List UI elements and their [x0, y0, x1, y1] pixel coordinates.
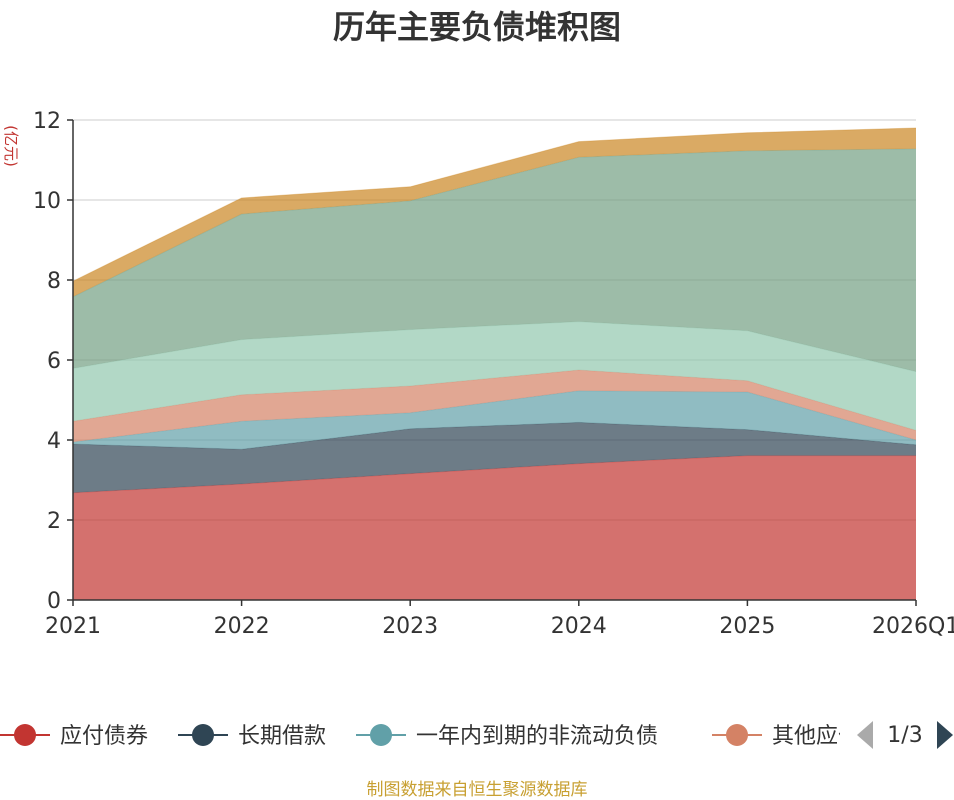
area-series: [72, 127, 917, 600]
y-tick-label: 10: [33, 189, 61, 214]
triangle-right-icon[interactable]: [937, 721, 953, 749]
axes: [67, 119, 917, 606]
x-tick-label: 2021: [45, 614, 101, 639]
legend-marker-icon: [14, 724, 36, 746]
x-tick-label: 2022: [214, 614, 270, 639]
y-tick-label: 6: [47, 349, 61, 374]
y-tick-labels: 0 2 4 6 8 10 12: [33, 109, 61, 614]
legend-item[interactable]: 其他应付款: [712, 724, 882, 749]
legend-label: 一年内到期的非流动负债: [416, 724, 658, 749]
x-tick-label: 2025: [719, 614, 775, 639]
x-tick-label: 2024: [551, 614, 607, 639]
area-应付账款[interactable]: [73, 148, 916, 372]
x-tick-label: 2023: [382, 614, 438, 639]
legend-page-indicator: 1/3: [887, 723, 922, 748]
legend-marker-icon: [192, 724, 214, 746]
area-line-其他: [72, 127, 917, 282]
legend: 应付债券 长期借款 一年内到期的非流动负债 其他应付款: [0, 724, 882, 749]
chart-title: 历年主要负债堆积图: [333, 8, 621, 46]
legend-label: 长期借款: [238, 724, 326, 749]
triangle-left-icon[interactable]: [857, 721, 873, 749]
y-axis-unit: (亿元): [2, 125, 20, 167]
legend-marker-icon: [726, 724, 748, 746]
area-一年内到期的非流动负债[interactable]: [73, 390, 916, 450]
area-其他应付款[interactable]: [73, 370, 916, 442]
y-tick-label: 8: [47, 269, 61, 294]
y-tick-label: 2: [47, 509, 61, 534]
legend-item[interactable]: 一年内到期的非流动负债: [356, 724, 658, 749]
legend-label: 应付债券: [60, 724, 148, 749]
area-短期借款[interactable]: [73, 321, 916, 431]
y-tick-label: 0: [47, 589, 61, 614]
legend-item[interactable]: 长期借款: [178, 724, 326, 749]
x-tick-labels: 2021 2022 2023 2024 2025 2026Q1: [45, 614, 954, 639]
area-其他[interactable]: [73, 128, 916, 297]
y-tick-label: 4: [47, 429, 61, 454]
area-长期借款[interactable]: [73, 422, 916, 493]
legend-label: 其他应付款: [772, 724, 882, 749]
legend-pager: 1/3: [857, 721, 953, 749]
y-tick-label: 12: [33, 109, 61, 134]
legend-item[interactable]: 应付债券: [0, 724, 148, 749]
data-source-note: 制图数据来自恒生聚源数据库: [367, 780, 588, 800]
legend-marker-icon: [370, 724, 392, 746]
x-tick-label: 2026Q1: [872, 614, 954, 639]
area-应付债券[interactable]: [73, 455, 916, 600]
